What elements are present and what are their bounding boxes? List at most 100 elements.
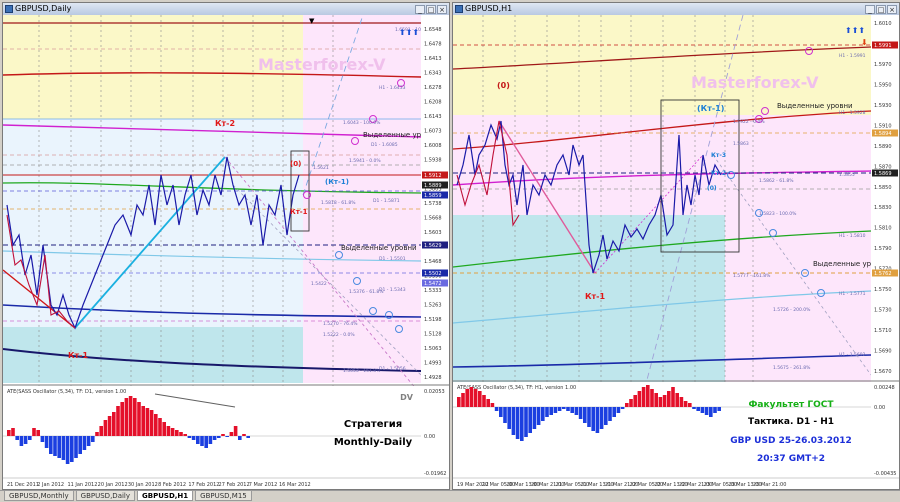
histogram-bar xyxy=(112,412,116,436)
histogram-bar xyxy=(679,397,684,407)
price-tags: 1.5912 1.5889 1.5859 1.5629 1.5502 1.5472 xyxy=(422,171,448,287)
green-ma-line xyxy=(453,230,872,268)
osc-scale-label: -0.01962 xyxy=(424,471,446,477)
histogram-bar xyxy=(478,391,482,407)
histogram-bar xyxy=(70,436,74,462)
signal-arrows: ⬆⬆⬆ ⬇ xyxy=(845,26,868,47)
price-axis[interactable] xyxy=(871,15,899,489)
price-tag-bg xyxy=(872,41,898,49)
histogram-bar xyxy=(40,436,45,442)
h1-chart-canvas[interactable]: Masterforex-V (0) (Кт-1) Кт-1 Кт-3 Кт-2 … xyxy=(453,15,899,489)
period-separator-marker: ▼ xyxy=(309,17,315,25)
daily-chart-canvas[interactable]: Masterforex-V Кт-2 (0) (Кт-1) Кт-1 Кт-1 … xyxy=(3,15,449,489)
chart-window-daily[interactable]: GBPUSD,Daily _ □ × xyxy=(2,2,450,490)
histogram-bar xyxy=(524,407,528,437)
histogram-bar xyxy=(528,407,532,433)
wave-label: (Кт-1) xyxy=(325,178,349,186)
price-axis-label: 1.6143 xyxy=(424,114,442,120)
svg-text:1.5855: 1.5855 xyxy=(839,172,855,178)
time-axis-label: 2 Jan 2012 xyxy=(37,482,64,488)
histogram-bar xyxy=(44,436,49,448)
histogram-bar xyxy=(191,436,196,440)
time-axis-label: 17 Feb 2012 xyxy=(188,482,219,488)
price-tag-bg xyxy=(872,129,898,137)
histogram-bar xyxy=(57,436,61,458)
histogram-bar xyxy=(515,407,520,439)
close-button[interactable]: × xyxy=(437,5,447,14)
price-axis-label: 1.5750 xyxy=(874,287,892,293)
price-tags: 1.5991 1.5894 1.5869 1.5762 xyxy=(872,41,898,277)
minimize-button[interactable]: _ xyxy=(415,5,425,14)
lightblue-ma-line xyxy=(453,290,872,324)
wave-label: Кт-1 xyxy=(585,292,605,301)
svg-text:1.5777 - 161.8%: 1.5777 - 161.8% xyxy=(733,273,771,279)
oscillator-histogram xyxy=(7,396,250,464)
price-tag-bg xyxy=(422,171,448,179)
strategy-subtitle: Monthly-Daily xyxy=(334,437,413,448)
price-line xyxy=(6,156,300,330)
osc-scale-label: 0.00 xyxy=(424,434,435,440)
chart-tab[interactable]: GBPUSD,Monthly xyxy=(4,491,74,501)
chart-tab[interactable]: GBPUSD,M15 xyxy=(195,491,252,501)
price-axis-label: 1.5263 xyxy=(424,303,442,309)
chart-tab[interactable]: GBPUSD,H1 xyxy=(137,491,194,501)
oscillator-pane xyxy=(3,386,421,478)
close-button[interactable]: × xyxy=(887,5,897,14)
svg-text:H1 - 1.5692: H1 - 1.5692 xyxy=(839,352,866,358)
svg-text:H1 - 1.5928: H1 - 1.5928 xyxy=(839,110,866,116)
histogram-bar xyxy=(229,432,234,436)
time-axis[interactable] xyxy=(3,478,449,489)
magenta-ma-line xyxy=(3,124,422,138)
chart-window-h1[interactable]: GBPUSD,H1 _ □ × xyxy=(452,2,900,490)
histogram-bar xyxy=(28,436,32,440)
zone-label: Выделенные уровни xyxy=(813,260,889,268)
histogram-bar xyxy=(683,401,688,407)
histogram-bar xyxy=(65,436,70,464)
price-axis[interactable] xyxy=(421,15,449,489)
price-axis-label: 1.5810 xyxy=(874,226,892,232)
tactic-title: Тактика. D1 - H1 xyxy=(748,417,834,427)
price-axis-label: 1.5950 xyxy=(874,82,892,88)
svg-text:D1 - 1.5501: D1 - 1.5501 xyxy=(379,256,406,262)
oscillator-title: ATE(SASS Oscillator (5,34), TF: H1, vers… xyxy=(457,385,576,391)
trend-line-kt xyxy=(74,156,226,329)
svg-text:1.5823 - 100.0%: 1.5823 - 100.0% xyxy=(759,211,797,217)
histogram-bar xyxy=(74,436,78,458)
histogram-bar xyxy=(61,436,66,460)
time-axis-label: 11 Jan 2012 xyxy=(67,482,97,488)
price-tag: 1.5889 xyxy=(424,183,442,189)
price-axis-label: 1.5333 xyxy=(424,288,442,294)
svg-text:1.5621: 1.5621 xyxy=(313,165,329,171)
maximize-button[interactable]: □ xyxy=(876,5,886,14)
svg-text:1.6043 - 100.0%: 1.6043 - 100.0% xyxy=(343,120,381,126)
price-tag-bg xyxy=(422,279,448,287)
histogram-bar xyxy=(15,436,19,440)
price-axis-label: 1.5128 xyxy=(424,332,442,338)
price-axis-label: 1.4993 xyxy=(424,361,442,367)
watermark: Masterforex-V xyxy=(691,73,819,92)
histogram-bar xyxy=(82,436,87,450)
chart-tab[interactable]: GBPUSD,Daily xyxy=(75,491,136,501)
time-axis-label: 21 Mar 13:00 xyxy=(580,482,613,488)
wave-label: Кт-3 xyxy=(711,152,726,159)
watermark: Masterforex-V xyxy=(258,55,386,74)
histogram-bar xyxy=(158,418,162,436)
price-tag-bg xyxy=(422,269,448,277)
minimize-button[interactable]: _ xyxy=(865,5,875,14)
selection-box[interactable] xyxy=(290,150,310,232)
price-axis-label: 1.5870 xyxy=(874,164,892,170)
svg-text:1.5270 - 76.4%: 1.5270 - 76.4% xyxy=(323,321,358,327)
time-axis-label: 7 Mar 2012 xyxy=(249,482,278,488)
svg-text:1.5422: 1.5422 xyxy=(311,281,327,287)
price-axis-label: 1.6343 xyxy=(424,71,442,77)
histogram-bar xyxy=(641,387,646,407)
selection-box[interactable] xyxy=(660,99,740,253)
time-axis-label: 22 Mar 13:00 xyxy=(654,482,687,488)
oscillator-scale: 0.00248 0.00 -0.00435 xyxy=(874,385,896,477)
maximize-button[interactable]: □ xyxy=(426,5,436,14)
histogram-bar xyxy=(242,434,246,436)
oscillator-scale: 0.02053 0.00 -0.01962 xyxy=(424,389,446,477)
time-axis[interactable] xyxy=(453,478,899,489)
wave-label: (0) xyxy=(497,81,510,90)
svg-text:D1 - 1.5343: D1 - 1.5343 xyxy=(379,287,406,293)
